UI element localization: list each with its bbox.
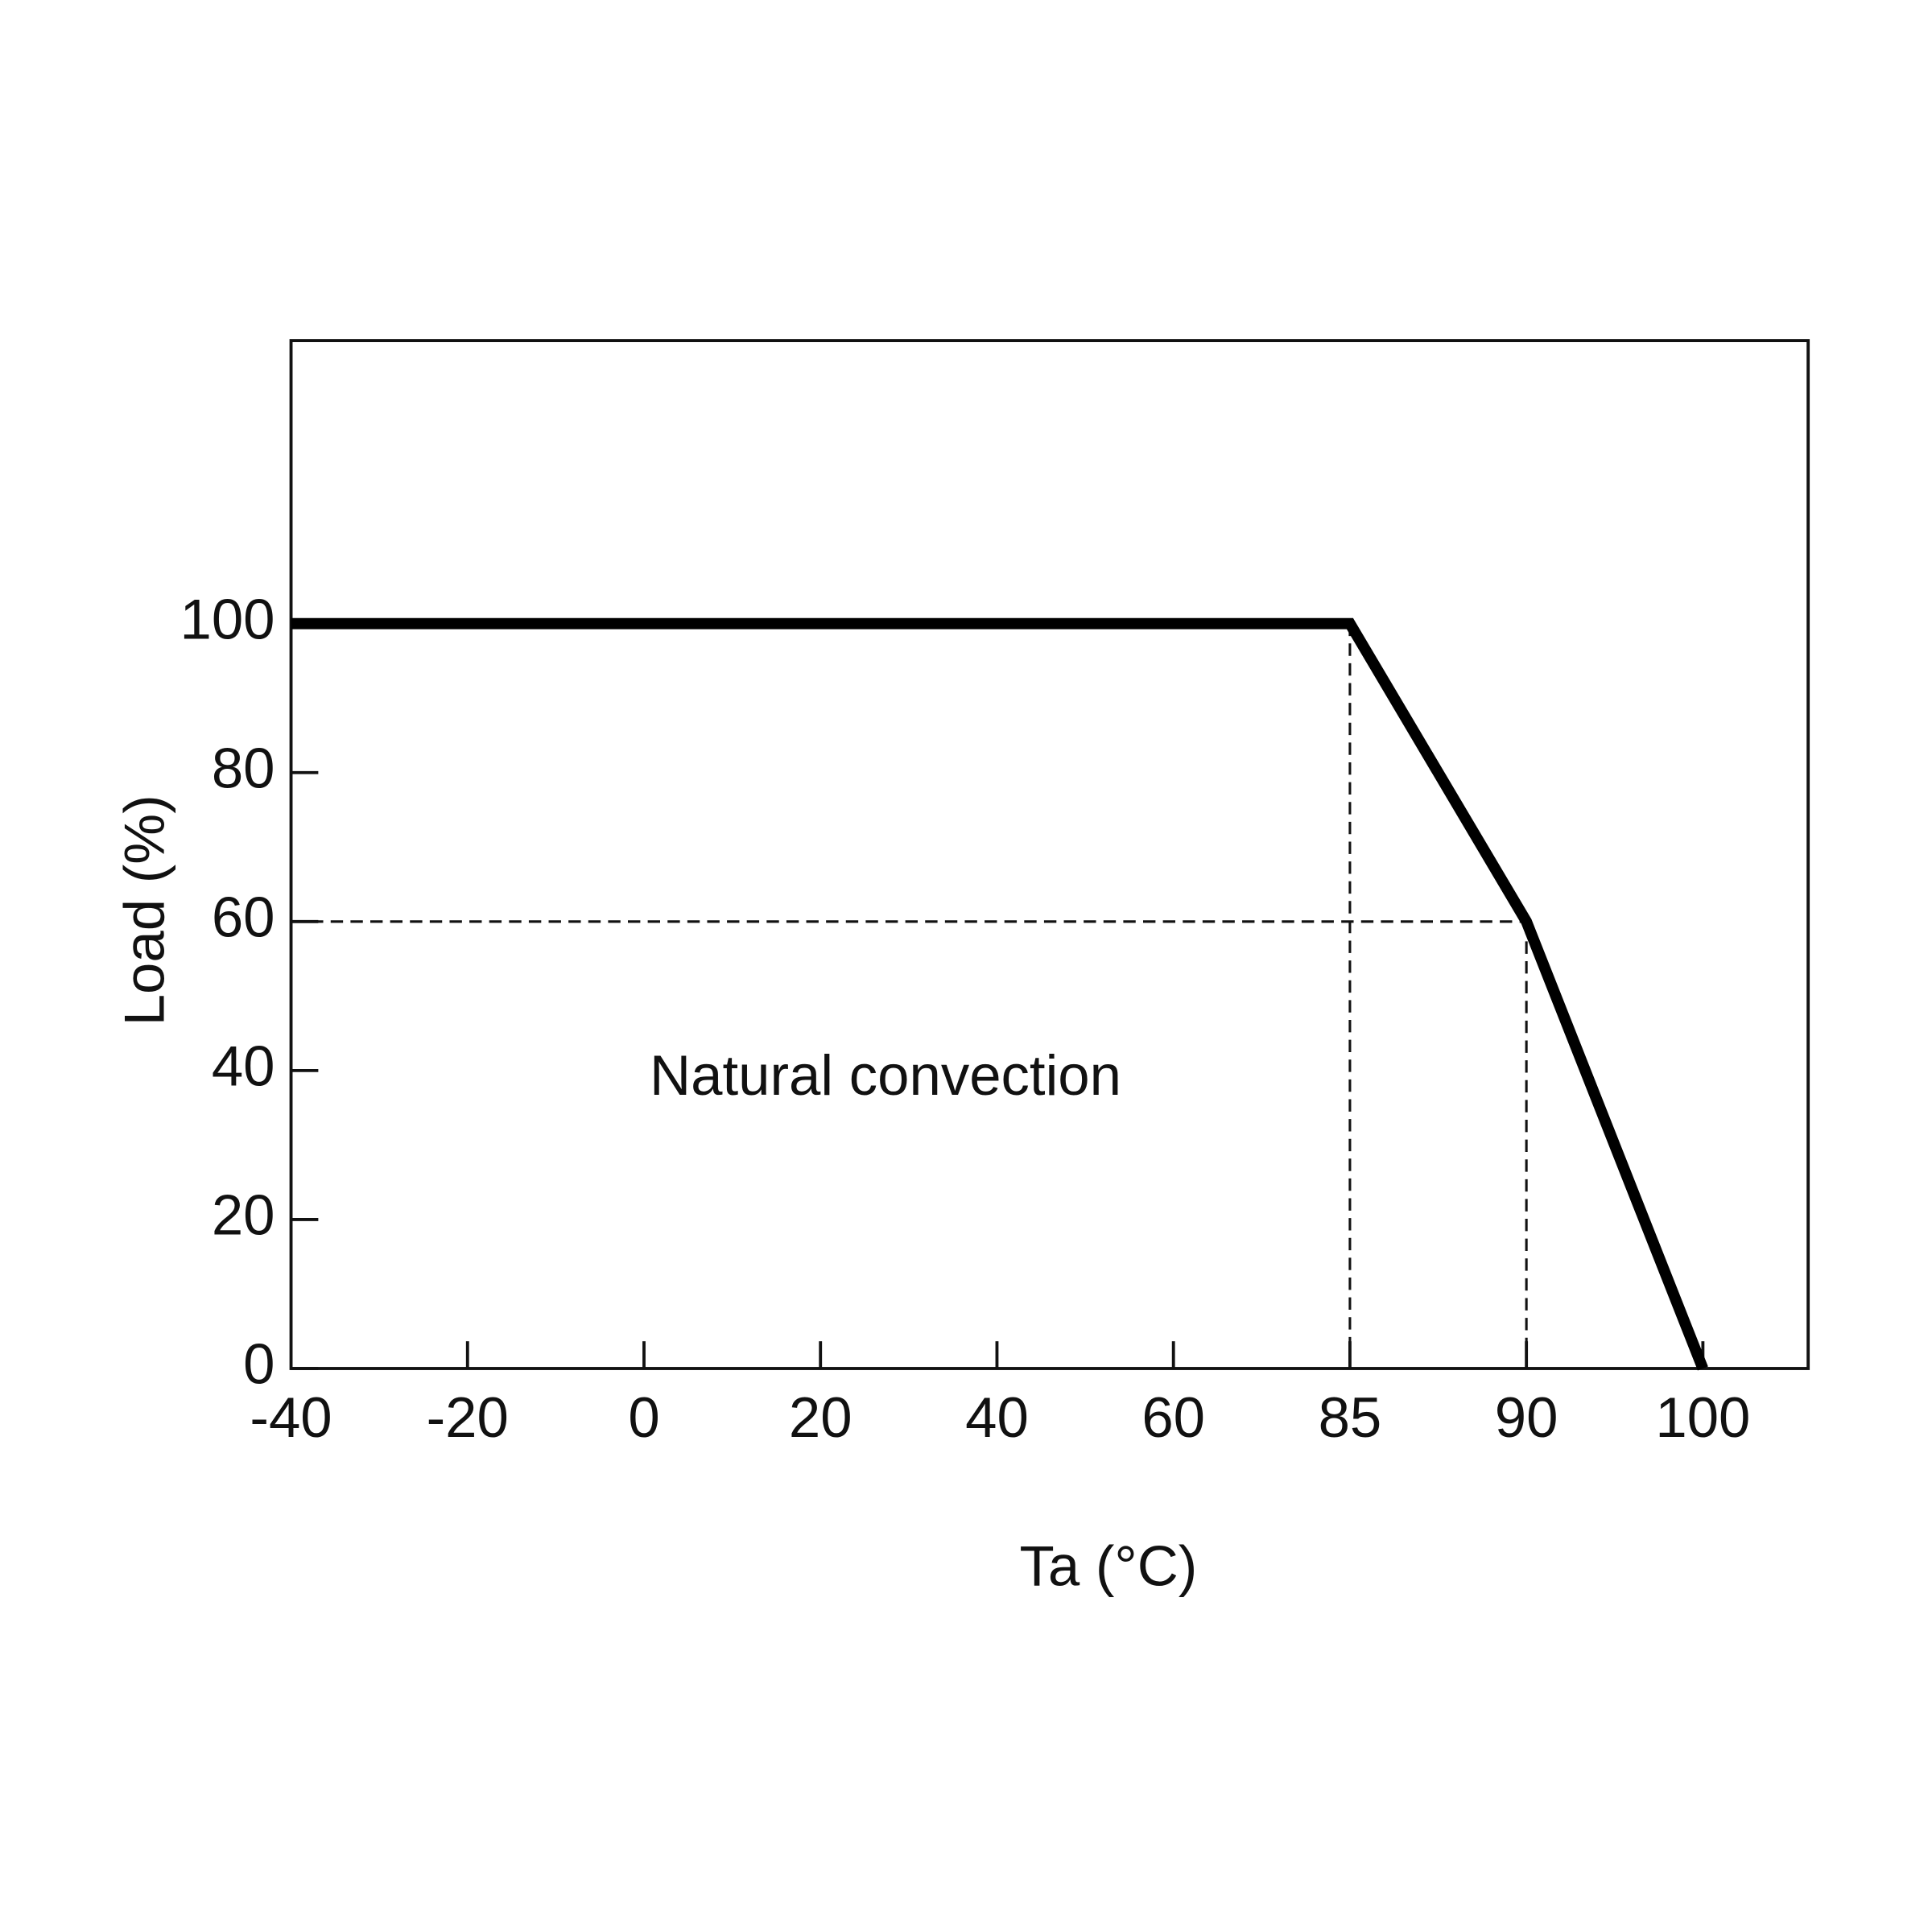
x-tick-label: 20	[789, 1385, 852, 1449]
y-tick-label: 60	[212, 886, 275, 949]
x-tick-label: 100	[1655, 1385, 1750, 1449]
y-tick-label: 80	[212, 736, 275, 799]
annotation: Natural convection	[650, 1043, 1121, 1107]
x-tick-label: -40	[250, 1385, 332, 1449]
x-axis-label: Ta (°C)	[1019, 1534, 1197, 1597]
x-tick-label: 0	[628, 1385, 659, 1449]
load-curve	[291, 617, 1708, 1371]
x-tick-label: -20	[427, 1385, 509, 1449]
x-tick-label: 40	[965, 1385, 1029, 1449]
x-tick-label: 85	[1319, 1385, 1382, 1449]
y-tick-label: 100	[180, 587, 275, 650]
y-tick-label: 20	[212, 1183, 275, 1247]
x-tick-label: 60	[1141, 1385, 1205, 1449]
y-tick-label: 0	[243, 1332, 275, 1396]
x-tick-label: 90	[1495, 1385, 1558, 1449]
y-axis-label: Load (%)	[112, 795, 175, 1026]
y-tick-label: 40	[212, 1034, 275, 1098]
plot-frame	[289, 339, 1810, 1370]
